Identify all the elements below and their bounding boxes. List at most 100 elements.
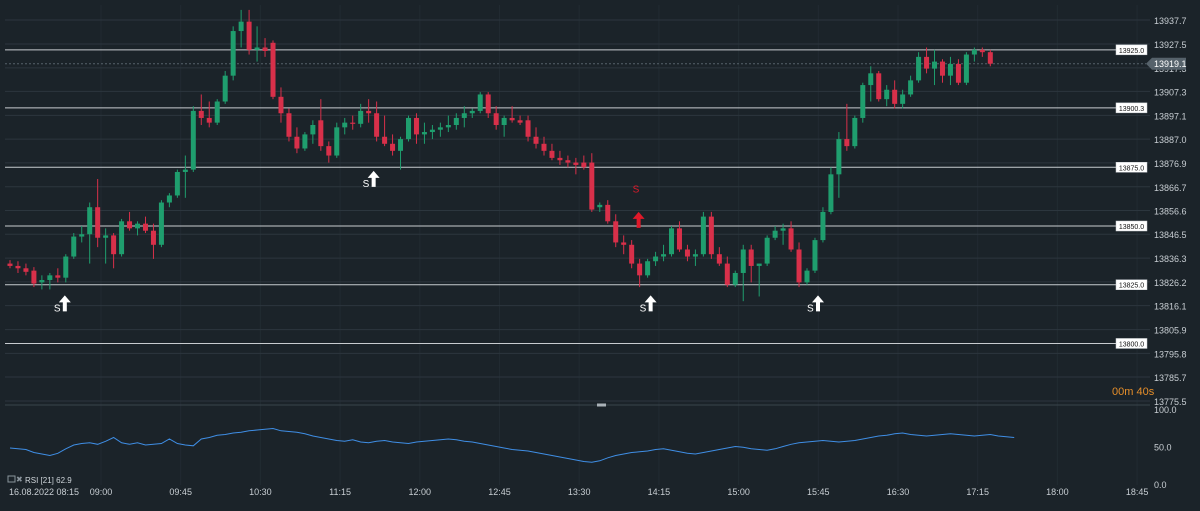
candle-body[interactable] [39,280,45,283]
candle[interactable] [206,101,212,128]
candle[interactable] [692,249,698,266]
candle-body[interactable] [796,249,802,283]
candle[interactable] [190,106,196,172]
candle-body[interactable] [366,110,372,114]
candle[interactable] [533,127,539,149]
candle[interactable] [804,268,810,285]
candle-body[interactable] [987,52,993,64]
candle[interactable] [429,124,435,140]
candle-body[interactable] [605,204,611,222]
candle-body[interactable] [661,254,667,257]
candle[interactable] [31,267,37,288]
candle-body[interactable] [541,143,547,151]
candle-body[interactable] [31,270,37,284]
candle[interactable] [916,52,922,83]
candle-body[interactable] [119,221,125,255]
candle-body[interactable] [214,101,220,123]
candle[interactable] [525,115,531,142]
candle[interactable] [222,70,228,104]
candle[interactable] [318,99,324,151]
candle[interactable] [214,99,220,125]
candle[interactable] [47,272,53,290]
candle[interactable] [469,108,475,118]
candle[interactable] [79,226,85,243]
candle[interactable] [477,92,483,114]
candle[interactable] [908,75,914,97]
candle-body[interactable] [182,169,188,172]
candle-body[interactable] [780,228,786,231]
candle-body[interactable] [589,162,595,210]
candle[interactable] [924,47,930,74]
candle[interactable] [135,221,141,236]
candle-body[interactable] [413,117,419,135]
candle-body[interactable] [908,80,914,95]
candle-body[interactable] [398,139,404,151]
candle-body[interactable] [812,240,818,271]
candle[interactable] [676,221,682,252]
candle-body[interactable] [939,61,945,76]
candle[interactable] [55,268,61,283]
candle[interactable] [653,251,659,266]
candle[interactable] [326,141,332,163]
candle-body[interactable] [613,221,619,243]
candle[interactable] [589,153,595,212]
candle[interactable] [764,235,770,266]
candle[interactable] [406,115,411,142]
candle[interactable] [174,169,180,198]
candle[interactable] [541,136,547,156]
candle[interactable] [166,193,172,208]
candle-body[interactable] [238,21,244,32]
candle-body[interactable] [565,160,571,163]
candle-body[interactable] [318,120,324,147]
candle-body[interactable] [142,223,148,231]
candle-body[interactable] [135,223,141,229]
candle-body[interactable] [868,73,874,86]
candle-body[interactable] [557,157,563,161]
candle-body[interactable] [350,122,356,124]
candle[interactable] [645,258,651,278]
candle-body[interactable] [509,117,515,121]
candle-body[interactable] [876,73,882,100]
candle-body[interactable] [828,174,834,212]
candle-body[interactable] [549,150,555,158]
candle-body[interactable] [979,49,985,53]
price-level[interactable]: 13800.0 [5,338,1148,349]
candle[interactable] [509,106,515,123]
candle[interactable] [310,120,316,144]
candle-body[interactable] [485,94,491,114]
candle[interactable] [198,94,204,125]
candle[interactable] [150,223,156,259]
candle[interactable] [182,155,188,198]
price-level[interactable]: 13925.0 [5,44,1148,56]
price-level[interactable]: 13875.0 [5,162,1148,173]
candle[interactable] [453,113,459,130]
candle[interactable] [932,49,938,86]
candle[interactable] [493,106,499,130]
candle[interactable] [740,244,746,302]
candle[interactable] [142,216,148,234]
candle[interactable] [900,89,906,109]
candle[interactable] [350,115,356,130]
candle-body[interactable] [629,244,635,264]
candle[interactable] [836,132,842,198]
candle-body[interactable] [326,146,332,156]
candle-body[interactable] [437,127,443,130]
candle[interactable] [971,47,977,62]
candle[interactable] [748,244,754,283]
candle[interactable] [565,155,571,168]
candle-body[interactable] [637,263,643,276]
price-axis[interactable]: 13937.713927.513917.313907.313897.113887… [1146,16,1187,407]
candle-body[interactable] [166,195,172,203]
candle[interactable] [294,127,300,154]
candle-body[interactable] [453,117,459,125]
candle[interactable] [557,150,563,165]
close-icon[interactable]: ✖ [16,475,23,484]
candle[interactable] [270,40,276,100]
candle-body[interactable] [390,143,396,151]
candle[interactable] [963,52,969,86]
candle-body[interactable] [358,110,364,124]
candle-body[interactable] [581,162,587,168]
candle[interactable] [876,70,882,102]
candle-body[interactable] [55,275,61,278]
